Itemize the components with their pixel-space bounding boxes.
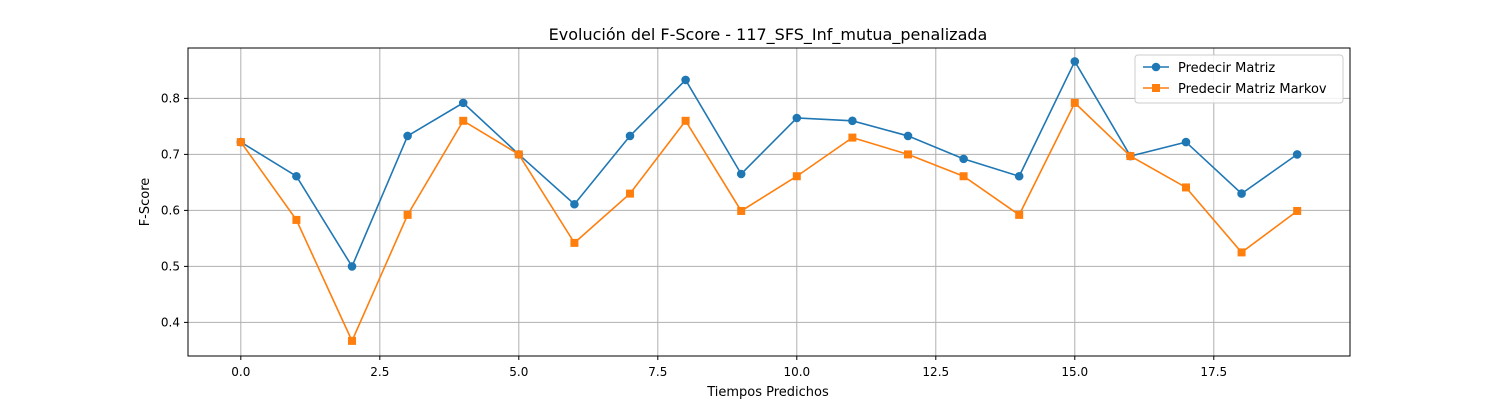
y-tick-label: 0.7 — [161, 147, 180, 161]
y-tick-label: 0.6 — [161, 203, 180, 217]
data-point — [1126, 152, 1135, 161]
data-point — [570, 238, 579, 247]
series-1 — [236, 98, 1302, 345]
data-point — [1237, 189, 1246, 198]
data-point — [1181, 183, 1190, 192]
series-line — [240, 101, 1298, 343]
x-tick-label: 10.0 — [783, 365, 810, 379]
data-point — [1070, 57, 1080, 66]
x-tick-label: 17.5 — [1200, 365, 1227, 379]
data-point — [292, 215, 301, 224]
data-point — [792, 113, 802, 123]
y-tick-label: 0.8 — [161, 91, 180, 105]
data-point — [1237, 248, 1246, 257]
x-tick-label: 7.5 — [648, 365, 667, 379]
data-point — [236, 138, 245, 147]
x-tick-label: 2.5 — [370, 365, 389, 379]
chart-title: Evolución del F-Score - 117_SFS_Inf_mutu… — [549, 25, 988, 45]
data-point — [292, 171, 301, 181]
data-point — [459, 116, 468, 125]
legend-entry: Predecir Matriz Markov — [1143, 82, 1327, 97]
legend: Predecir Matriz Predecir Matriz Markov — [1134, 54, 1344, 104]
legend-entry: Predecir Matriz — [1143, 61, 1275, 76]
x-axis-label: Tiempos Predichos — [706, 385, 829, 400]
data-point — [737, 206, 746, 215]
data-point — [403, 131, 412, 141]
y-tick-label: 0.5 — [161, 259, 180, 273]
data-point — [347, 262, 357, 271]
data-point — [403, 210, 412, 219]
series-line — [240, 59, 1298, 269]
data-point — [1070, 98, 1079, 107]
series-layer — [236, 57, 1302, 345]
data-point — [792, 172, 801, 181]
axis-ticks: 0.0 2.5 5.0 7.5 10.0 12.5 15.0 17.5 0.4 0.5 0.6 0.7… — [161, 91, 1227, 379]
data-point — [625, 131, 635, 141]
data-point — [681, 116, 690, 125]
legend-marker — [1152, 84, 1160, 92]
legend-label: Predecir Matriz Markov — [1178, 82, 1327, 97]
data-point — [570, 199, 579, 209]
legend-box — [1134, 54, 1344, 104]
data-point — [1292, 150, 1302, 159]
legend-label: Predecir Matriz — [1178, 61, 1275, 76]
y-tick-label: 0.4 — [161, 315, 180, 329]
data-point — [626, 189, 635, 198]
data-point — [681, 75, 690, 85]
data-point — [348, 336, 357, 345]
data-point — [458, 98, 468, 108]
data-point — [848, 133, 857, 142]
data-point — [1293, 206, 1302, 215]
data-point — [903, 131, 913, 141]
data-point — [1014, 171, 1024, 181]
data-point — [848, 116, 857, 126]
data-point — [903, 150, 912, 159]
data-point — [959, 154, 968, 164]
plot-frame — [187, 47, 1351, 357]
x-tick-label: 15.0 — [1061, 365, 1088, 379]
data-point — [514, 150, 523, 159]
x-tick-label: 5.0 — [509, 365, 528, 379]
x-tick-label: 0.0 — [231, 365, 250, 379]
x-tick-label: 12.5 — [922, 365, 949, 379]
y-axis-label: F-Score — [138, 178, 153, 227]
data-point — [736, 169, 746, 179]
data-point — [1181, 137, 1191, 147]
data-point — [1015, 210, 1024, 219]
data-point — [959, 172, 968, 181]
legend-marker — [1151, 62, 1161, 72]
